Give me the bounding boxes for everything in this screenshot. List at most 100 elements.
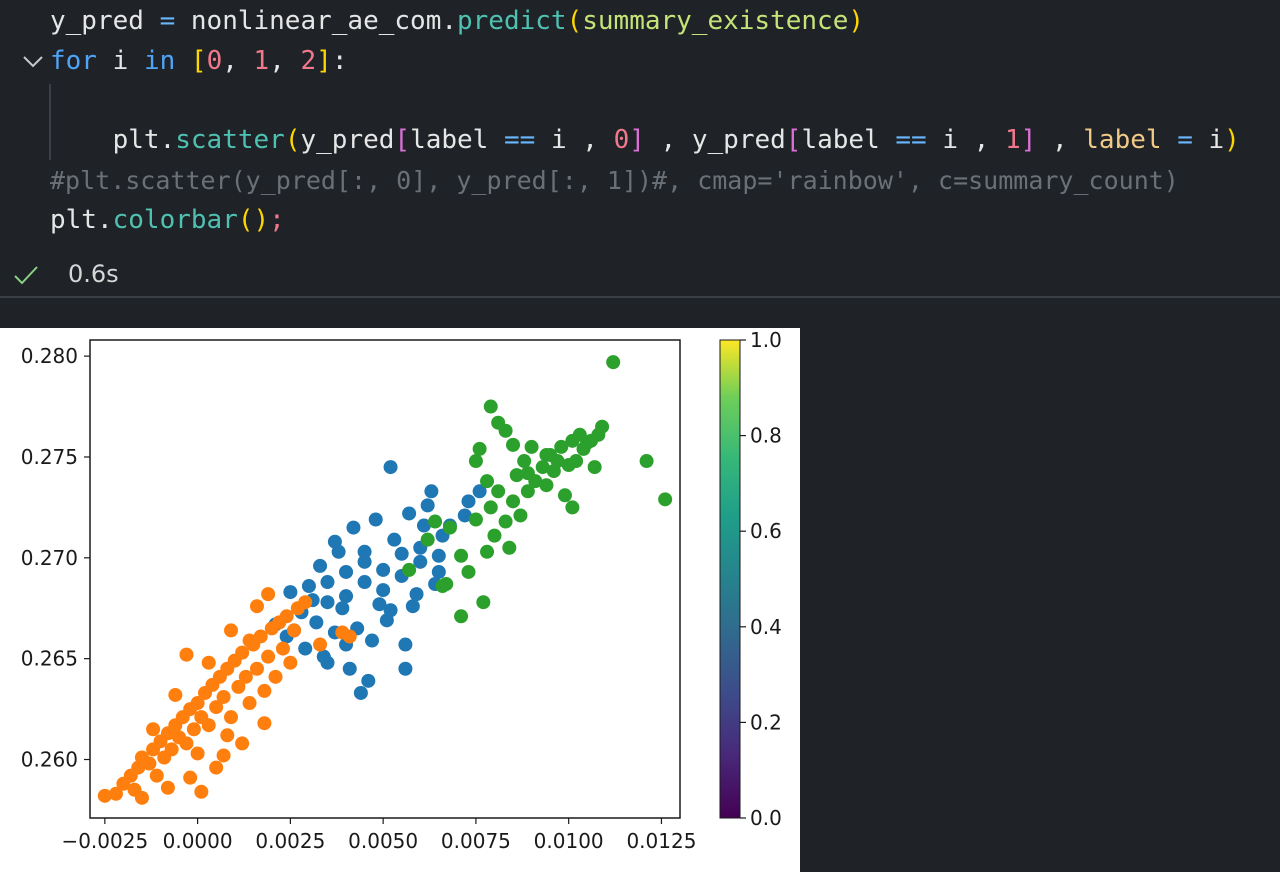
code-token: == (879, 125, 943, 155)
scatter-point-series-0 (339, 564, 354, 579)
scatter-point-series-2 (487, 528, 502, 543)
scatter-point-series-0 (472, 484, 487, 499)
colorbar-tick-label: 1.0 (750, 328, 782, 352)
scatter-point-series-1 (249, 599, 264, 614)
code-line-4: #plt.scatter(y_pred[:, 0], y_pred[:, 1])… (50, 166, 1179, 195)
scatter-point-series-2 (539, 447, 554, 462)
scatter-point-series-0 (365, 633, 380, 648)
code-token: == (488, 125, 551, 155)
scatter-point-series-2 (498, 423, 513, 438)
scatter-point-series-0 (342, 661, 357, 676)
scatter-point-series-2 (454, 548, 469, 563)
scatter-point-series-0 (416, 518, 431, 533)
execution-time: 0.6s (68, 260, 119, 288)
scatter-chart: −0.0025 0.0000 0.0025 0.0050 0.0075 0.0100 0.0… (0, 328, 800, 872)
chevron-down-icon[interactable] (20, 48, 46, 74)
scatter-point-series-0 (376, 583, 391, 598)
output-divider (0, 296, 1280, 298)
y-axis: 0.260 0.265 0.270 0.275 0.280 (21, 344, 90, 772)
code-token: ) (848, 6, 864, 36)
scatter-point-series-1 (201, 655, 216, 670)
cell-status-bar: 0.6s (0, 252, 1280, 296)
scatter-point-series-0 (309, 615, 324, 630)
scatter-point-series-1 (142, 756, 157, 771)
scatter-point-series-2 (483, 500, 498, 515)
scatter-point-series-2 (513, 508, 528, 523)
scatter-point-series-1 (231, 679, 246, 694)
scatter-point-series-1 (238, 669, 253, 684)
code-token: colorbar (112, 205, 238, 235)
scatter-point-series-1 (283, 655, 298, 670)
scatter-point-series-2 (554, 439, 569, 454)
scatter-point-series-2 (520, 466, 535, 481)
scatter-point-series-0 (346, 520, 361, 535)
scatter-point-series-0 (301, 579, 316, 594)
scatter-point-series-2 (498, 514, 513, 529)
scatter-point-series-0 (339, 589, 354, 604)
scatter-point-series-1 (224, 710, 239, 725)
code-token: i (550, 125, 567, 155)
scatter-point-series-1 (168, 687, 183, 702)
scatter-point-series-0 (298, 641, 313, 656)
scatter-point-series-1 (253, 629, 268, 644)
scatter-point-series-1 (220, 728, 235, 743)
code-token: ] (1020, 125, 1037, 155)
code-token: , (566, 125, 614, 155)
scatter-point-series-0 (357, 544, 372, 559)
scatter-point-series-1 (235, 645, 250, 660)
scatter-point-series-2 (557, 488, 572, 503)
code-token: plt. (112, 125, 176, 155)
scatter-point-series-0 (431, 564, 446, 579)
scatter-point-series-2 (442, 520, 457, 535)
code-token: nonlinear_ae_com. (190, 6, 457, 36)
code-token: = (1161, 125, 1209, 155)
scatter-point-series-0 (424, 484, 439, 499)
x-tick-label: 0.0100 (534, 829, 604, 853)
scatter-point-series-0 (357, 554, 372, 569)
scatter-point-series-0 (402, 506, 417, 521)
scatter-point-series-0 (357, 575, 372, 590)
scatter-point-series-2 (472, 441, 487, 456)
scatter-point-series-2 (506, 494, 521, 509)
scatter-point-series-1 (179, 736, 194, 751)
x-tick-label: 0.0125 (626, 829, 696, 853)
scatter-point-series-1 (287, 623, 302, 638)
scatter-point-series-0 (420, 498, 435, 513)
scatter-point-series-0 (383, 460, 398, 475)
scatter-point-series-1 (149, 768, 164, 783)
code-line-5: plt.colorbar(); (50, 203, 285, 237)
x-tick-label: 0.0050 (348, 829, 418, 853)
colorbar-tick-label: 0.0 (750, 806, 782, 830)
indent-guide (49, 84, 51, 160)
scatter-point-series-2 (565, 500, 580, 515)
scatter-point-series-0 (431, 548, 446, 563)
scatter-point-series-1 (97, 788, 112, 803)
code-token: 1 (253, 46, 270, 76)
scatter-point-series-1 (216, 689, 231, 704)
scatter-point-series-1 (275, 641, 290, 656)
code-cell[interactable]: y_pred = nonlinear_ae_com.predict(summar… (0, 0, 1280, 297)
scatter-point-series-2 (509, 468, 524, 483)
scatter-point-series-0 (394, 546, 409, 561)
code-token: y_pred (300, 125, 395, 155)
colorbar (719, 339, 741, 819)
code-token: for (50, 46, 97, 76)
x-tick-label: 0.0075 (441, 829, 511, 853)
scatter-point-series-2 (468, 454, 483, 469)
colorbar-tick-label: 0.4 (750, 615, 782, 639)
cell-output: −0.0025 0.0000 0.0025 0.0050 0.0075 0.0100 0.0… (0, 298, 1280, 872)
scatter-point-series-0 (372, 597, 387, 612)
scatter-point-series-0 (313, 558, 328, 573)
scatter-point-series-0 (398, 661, 413, 676)
scatter-point-series-2 (606, 355, 621, 370)
code-line-3: plt.scatter(y_pred[label == i , 0] , y_p… (50, 123, 1240, 157)
scatter-point-series-2 (461, 564, 476, 579)
scatter-point-series-2 (595, 419, 610, 434)
scatter-point-series-1 (190, 696, 205, 711)
scatter-point-series-1 (190, 746, 205, 761)
scatter-point-series-0 (398, 637, 413, 652)
scatter-point-series-0 (361, 673, 376, 688)
colorbar-tick-label: 0.6 (750, 519, 782, 543)
y-tick-label: 0.260 (21, 748, 78, 772)
plot-area (89, 339, 681, 819)
